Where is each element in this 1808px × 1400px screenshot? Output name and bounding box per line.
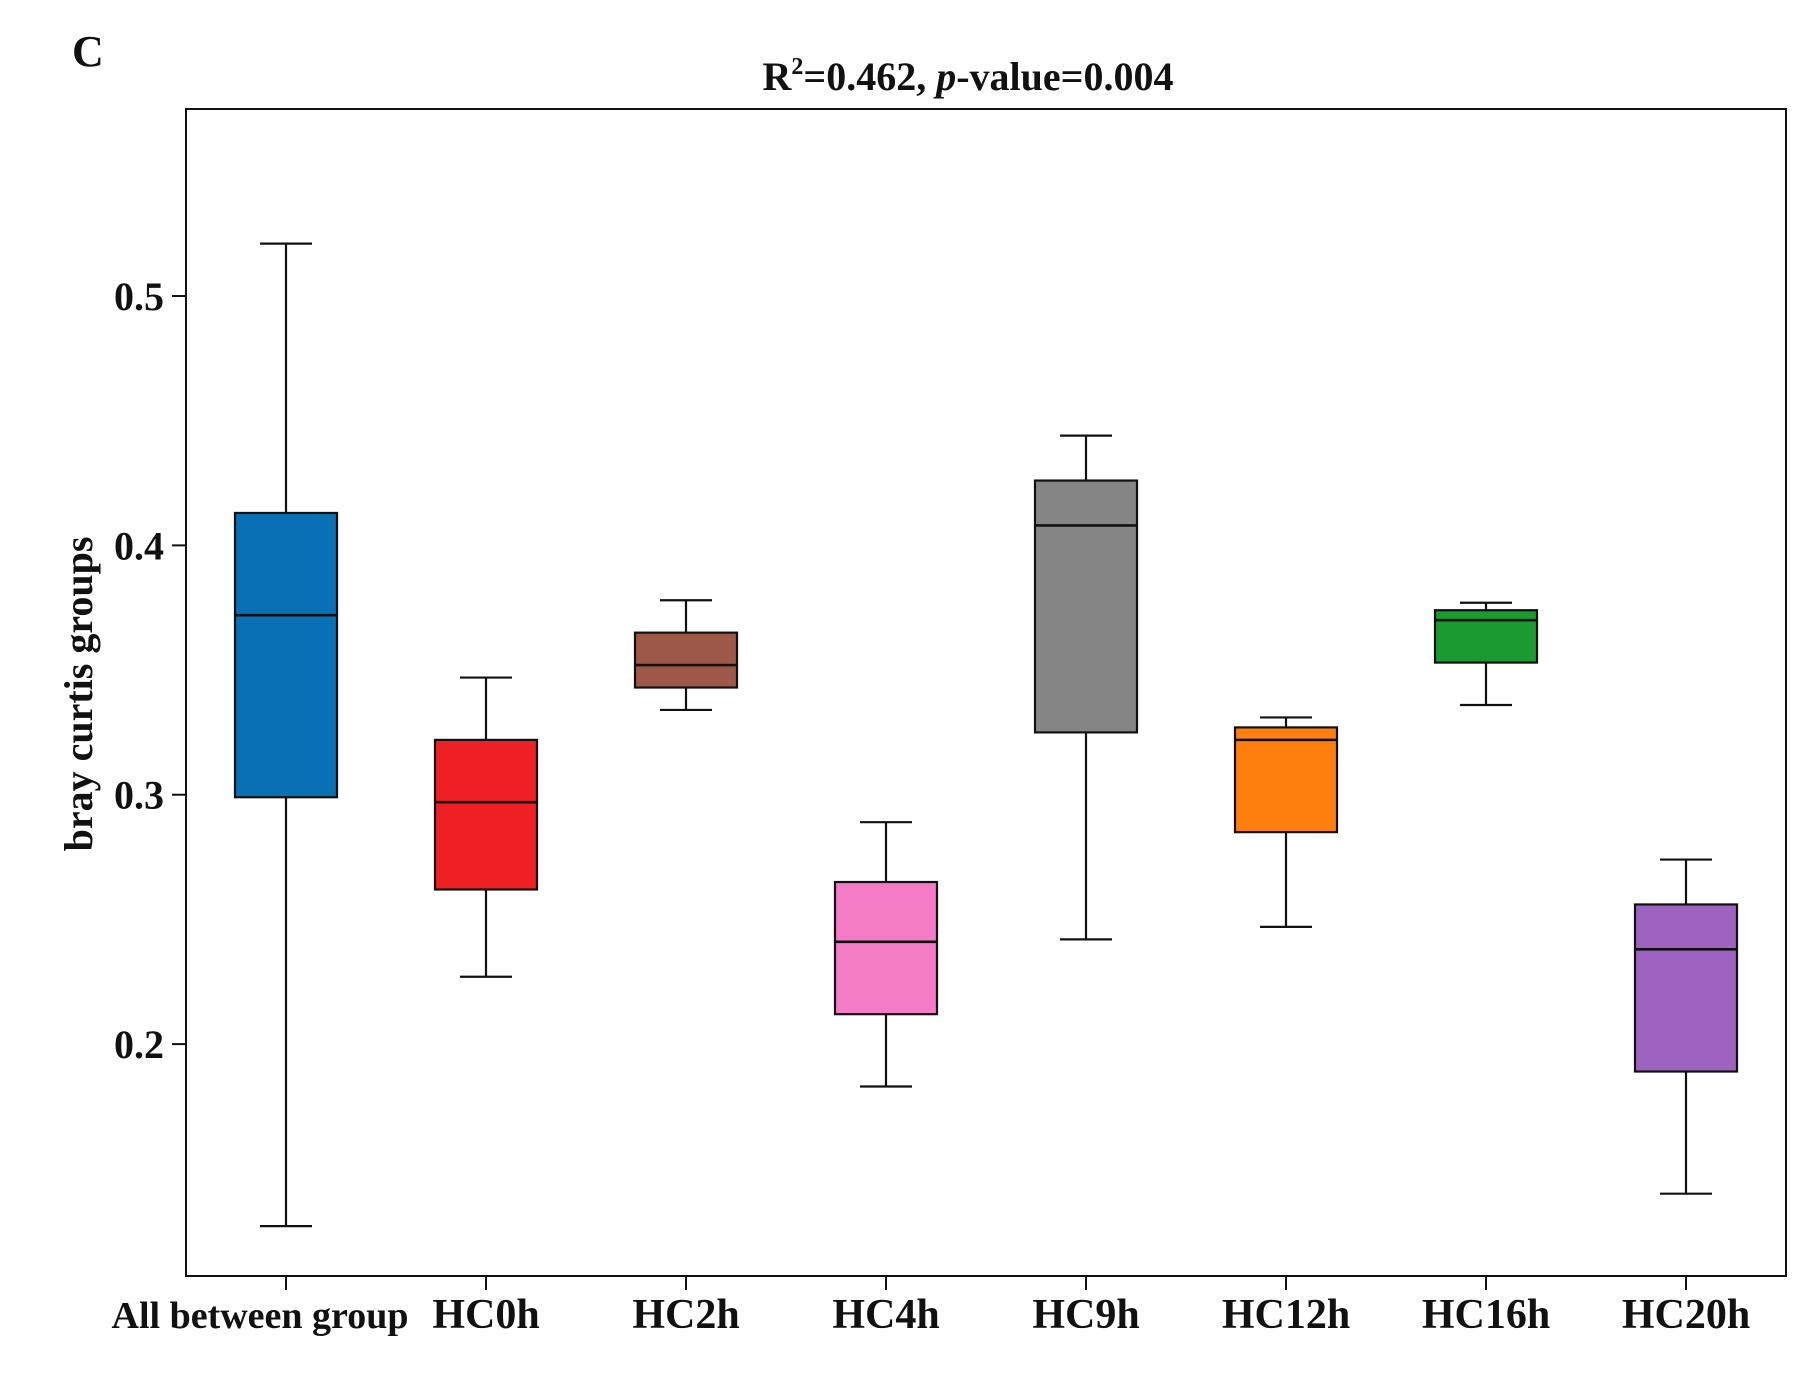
x-tick-label: All between group <box>112 1295 409 1337</box>
y-axis: 0.2 0.3 0.4 0.5 <box>114 274 186 1067</box>
y-tick-label: 0.5 <box>114 274 164 319</box>
iqr-box <box>1633 903 1739 1073</box>
x-tick-label: HC20h <box>1622 1292 1750 1338</box>
box-hc16h <box>1433 601 1539 707</box>
chart-title: R2=0.462, p-value=0.004 <box>763 54 1174 99</box>
plot-frame <box>185 108 1787 1277</box>
box-hc2h <box>633 599 739 712</box>
box-hc4h <box>833 821 939 1088</box>
x-tick-label: HC0h <box>432 1292 539 1338</box>
x-tick-label: HC2h <box>632 1292 739 1338</box>
box-hc12h <box>1233 716 1339 928</box>
title-p-rest: -value=0.004 <box>956 54 1173 99</box>
x-tick-label: HC9h <box>1032 1292 1139 1338</box>
box-hc0h <box>433 676 539 978</box>
x-tick-label: HC12h <box>1222 1292 1350 1338</box>
x-tick-label: HC4h <box>832 1292 939 1338</box>
x-axis: All between group HC0h HC2h HC4h HC9h HC12h HC… <box>112 1276 1750 1338</box>
box-hc20h <box>1633 858 1739 1195</box>
title-r-value: =0.462, <box>803 54 936 99</box>
panel-label: C <box>72 27 104 76</box>
y-axis-label: bray curtis groups <box>56 537 101 852</box>
boxes-layer <box>233 242 1739 1228</box>
iqr-box <box>1233 726 1339 834</box>
title-r-symbol: R <box>763 54 793 99</box>
title-r-superscript: 2 <box>791 54 803 80</box>
iqr-box <box>433 738 539 891</box>
y-tick-label: 0.3 <box>114 773 164 818</box>
x-tick-label: HC16h <box>1422 1292 1550 1338</box>
iqr-box <box>1033 479 1139 734</box>
iqr-box <box>833 880 939 1016</box>
title-p-italic: p <box>933 54 956 99</box>
y-tick-label: 0.4 <box>114 523 164 568</box>
box-hc9h <box>1033 434 1139 941</box>
iqr-box <box>233 511 339 799</box>
box-all-between-group <box>233 242 339 1228</box>
iqr-box <box>1433 609 1539 664</box>
y-tick-label: 0.2 <box>114 1022 164 1067</box>
iqr-box <box>633 631 739 689</box>
